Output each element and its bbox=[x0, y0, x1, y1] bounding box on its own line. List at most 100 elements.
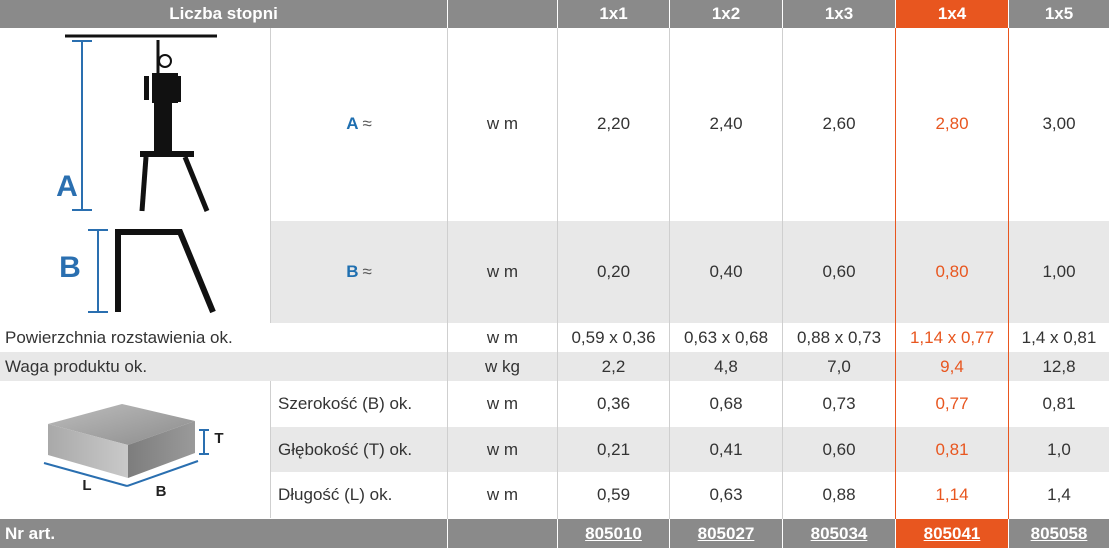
article-link[interactable]: 805034 bbox=[810, 523, 868, 543]
article-link[interactable]: 805010 bbox=[585, 523, 642, 543]
header-col-1x4: 1x4 bbox=[896, 0, 1008, 28]
value-text: 1,00 bbox=[1042, 262, 1076, 281]
article-link[interactable]: 805027 bbox=[697, 523, 755, 543]
row-a-val-1x4: 2,80 bbox=[896, 28, 1008, 220]
row-width-val-1x1: 0,36 bbox=[558, 381, 669, 427]
article-link[interactable]: 805058 bbox=[1030, 523, 1088, 543]
figure-letter: L bbox=[82, 476, 92, 494]
header-col-label: 1x5 bbox=[1044, 4, 1074, 23]
footer-article-1x2: 805027 bbox=[670, 519, 782, 548]
row-width-val-1x2: 0,68 bbox=[670, 381, 782, 427]
value-text: 2,20 bbox=[596, 114, 631, 133]
value-text: 0,81 bbox=[935, 439, 969, 459]
approx-sign: ≈ bbox=[362, 114, 372, 133]
value-text: 1,4 bbox=[1047, 485, 1071, 504]
value-text: 0,40 bbox=[709, 262, 743, 281]
grid-line bbox=[669, 28, 670, 519]
article-link[interactable]: 805041 bbox=[923, 523, 981, 543]
row-b-unit: w m bbox=[448, 221, 557, 323]
header-col-label: 1x1 bbox=[599, 4, 628, 23]
row-letter: A bbox=[346, 114, 359, 133]
row-a-label: A ≈ bbox=[271, 28, 447, 220]
row-weight-unit: w kg bbox=[448, 352, 557, 381]
header-col-label: 1x2 bbox=[711, 4, 741, 23]
unit-text: w m bbox=[486, 262, 519, 281]
figure-letter-b-box: B bbox=[154, 481, 168, 501]
unit-text: w m bbox=[486, 439, 519, 459]
row-depth-unit: w m bbox=[448, 427, 557, 472]
figure-letter: A bbox=[56, 170, 78, 203]
row-area-val-1x2: 0,63 x 0,68 bbox=[670, 323, 782, 352]
value-text: 0,59 bbox=[596, 485, 631, 504]
header-label: Liczba stopni bbox=[169, 4, 278, 23]
ladder-illustration bbox=[65, 34, 217, 314]
row-area-val-1x4: 1,14 x 0,77 bbox=[896, 323, 1008, 352]
value-text: 2,40 bbox=[709, 114, 743, 133]
figure-letter: B bbox=[59, 251, 81, 284]
row-b-val-1x4: 0,80 bbox=[896, 221, 1008, 323]
value-text: 1,14 bbox=[935, 485, 969, 504]
row-a-unit: w m bbox=[448, 28, 557, 220]
row-weight-val-1x1: 2,2 bbox=[558, 352, 669, 381]
value-text: 1,4 x 0,81 bbox=[1021, 327, 1097, 347]
grid-line bbox=[557, 28, 558, 519]
figure-letter: B bbox=[155, 482, 167, 500]
footer-article-1x5: 805058 bbox=[1009, 519, 1109, 548]
header-col-1x2: 1x2 bbox=[670, 0, 782, 28]
grid-line bbox=[1008, 28, 1009, 519]
row-depth-val-1x3: 0,60 bbox=[783, 427, 895, 472]
grid-line bbox=[447, 28, 448, 519]
value-text: 1,0 bbox=[1047, 439, 1071, 459]
ladder-figure-cell bbox=[0, 28, 270, 320]
value-text: 4,8 bbox=[714, 356, 738, 376]
row-a-val-1x3: 2,60 bbox=[783, 28, 895, 220]
row-area-unit: w m bbox=[448, 323, 557, 352]
grid-line bbox=[782, 28, 783, 519]
row-b-val-1x2: 0,40 bbox=[670, 221, 782, 323]
row-a-val-1x5: 3,00 bbox=[1009, 28, 1109, 220]
unit-text: w m bbox=[486, 327, 519, 347]
row-area-val-1x1: 0,59 x 0,36 bbox=[558, 323, 669, 352]
row-length-val-1x4: 1,14 bbox=[896, 472, 1008, 518]
value-text: 0,63 bbox=[709, 485, 743, 504]
value-text: 3,00 bbox=[1042, 114, 1076, 133]
row-b-val-1x1: 0,20 bbox=[558, 221, 669, 323]
footer-unit-cell bbox=[448, 519, 557, 548]
row-width-val-1x5: 0,81 bbox=[1009, 381, 1109, 427]
value-text: 12,8 bbox=[1042, 356, 1076, 376]
header-label-cell: Liczba stopni bbox=[0, 0, 447, 28]
row-depth-val-1x1: 0,21 bbox=[558, 427, 669, 472]
figure-letter-t: T bbox=[212, 428, 226, 448]
row-depth-val-1x5: 1,0 bbox=[1009, 427, 1109, 472]
header-col-1x1: 1x1 bbox=[558, 0, 669, 28]
row-weight-val-1x2: 4,8 bbox=[670, 352, 782, 381]
row-length-val-1x1: 0,59 bbox=[558, 472, 669, 518]
row-b-label: B ≈ bbox=[271, 221, 447, 323]
row-weight-label: Waga produktu ok. bbox=[0, 352, 447, 381]
package-dimensions-illustration bbox=[43, 404, 209, 487]
row-width-val-1x4: 0,77 bbox=[896, 381, 1008, 427]
value-text: 0,36 bbox=[596, 394, 631, 413]
value-text: 0,60 bbox=[822, 439, 856, 459]
row-a-val-1x2: 2,40 bbox=[670, 28, 782, 220]
figure-letter-a: A bbox=[54, 170, 80, 204]
value-text: 0,80 bbox=[935, 262, 969, 281]
value-text: 0,68 bbox=[709, 394, 743, 413]
footer-article-1x4: 805041 bbox=[896, 519, 1008, 548]
row-width-val-1x3: 0,73 bbox=[783, 381, 895, 427]
footer-article-1x3: 805034 bbox=[783, 519, 895, 548]
figure-letter: T bbox=[214, 429, 224, 447]
row-label-text: Szerokość (B) ok. bbox=[278, 394, 413, 413]
value-text: 7,0 bbox=[827, 356, 851, 376]
row-depth-val-1x4: 0,81 bbox=[896, 427, 1008, 472]
row-label-text: Waga produktu ok. bbox=[5, 356, 148, 376]
value-text: 0,21 bbox=[596, 439, 631, 459]
footer-label: Nr art. bbox=[5, 523, 56, 543]
row-length-val-1x5: 1,4 bbox=[1009, 472, 1109, 518]
row-depth-val-1x2: 0,41 bbox=[670, 427, 782, 472]
value-text: 0,59 x 0,36 bbox=[571, 327, 656, 347]
value-text: 0,88 bbox=[822, 485, 856, 504]
header-col-1x3: 1x3 bbox=[783, 0, 895, 28]
value-text: 9,4 bbox=[940, 356, 964, 376]
unit-text: w m bbox=[486, 114, 519, 133]
